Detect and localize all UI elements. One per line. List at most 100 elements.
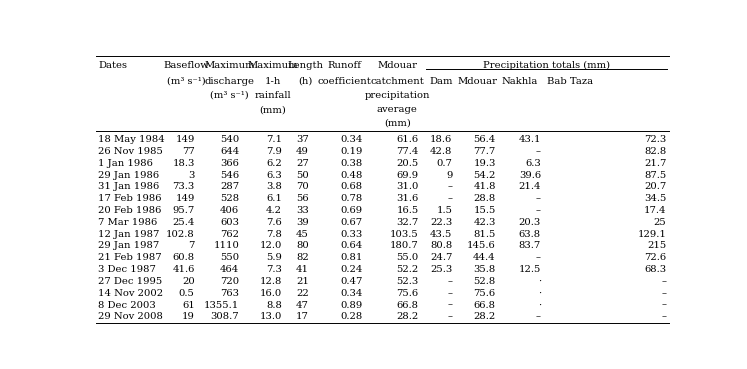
- Text: 81.5: 81.5: [474, 230, 496, 239]
- Text: 39: 39: [296, 218, 309, 227]
- Text: 7.3: 7.3: [266, 265, 282, 274]
- Text: 25: 25: [654, 218, 666, 227]
- Text: 0.34: 0.34: [340, 135, 362, 144]
- Text: 72.3: 72.3: [644, 135, 666, 144]
- Text: 464: 464: [220, 265, 239, 274]
- Text: 42.3: 42.3: [474, 218, 496, 227]
- Text: 762: 762: [220, 230, 239, 239]
- Text: 41: 41: [296, 265, 309, 274]
- Text: 3.8: 3.8: [266, 182, 282, 192]
- Text: Precipitation totals (mm): Precipitation totals (mm): [483, 61, 610, 70]
- Text: 27: 27: [296, 159, 309, 168]
- Text: Nakhla: Nakhla: [501, 77, 538, 86]
- Text: –: –: [536, 253, 541, 262]
- Text: 45: 45: [296, 230, 309, 239]
- Text: –: –: [447, 277, 453, 286]
- Text: –: –: [662, 277, 666, 286]
- Text: 49: 49: [296, 147, 309, 156]
- Text: (mm): (mm): [259, 105, 286, 114]
- Text: 52.3: 52.3: [397, 277, 419, 286]
- Text: 20.5: 20.5: [397, 159, 419, 168]
- Text: (m³ s⁻¹): (m³ s⁻¹): [167, 77, 205, 86]
- Text: 0.78: 0.78: [341, 194, 362, 203]
- Text: 20.7: 20.7: [644, 182, 666, 192]
- Text: 28.2: 28.2: [474, 312, 496, 321]
- Text: Dates: Dates: [98, 61, 127, 70]
- Text: 0.38: 0.38: [341, 159, 362, 168]
- Text: 55.0: 55.0: [397, 253, 419, 262]
- Text: 95.7: 95.7: [173, 206, 195, 215]
- Text: –: –: [536, 206, 541, 215]
- Text: 41.6: 41.6: [173, 265, 195, 274]
- Text: Baseflow: Baseflow: [163, 61, 209, 70]
- Text: 0.7: 0.7: [436, 159, 453, 168]
- Text: 43.5: 43.5: [430, 230, 453, 239]
- Text: 12.0: 12.0: [260, 241, 282, 251]
- Text: 720: 720: [220, 277, 239, 286]
- Text: discharge: discharge: [205, 77, 255, 86]
- Text: Length: Length: [288, 61, 323, 70]
- Text: 82: 82: [296, 253, 309, 262]
- Text: 27 Dec 1995: 27 Dec 1995: [98, 277, 162, 286]
- Text: –: –: [662, 300, 666, 310]
- Text: 129.1: 129.1: [638, 230, 666, 239]
- Text: –: –: [536, 194, 541, 203]
- Text: 87.5: 87.5: [644, 170, 666, 180]
- Text: 1355.1: 1355.1: [204, 300, 239, 310]
- Text: 103.5: 103.5: [390, 230, 419, 239]
- Text: 0.89: 0.89: [341, 300, 362, 310]
- Text: 33: 33: [296, 206, 309, 215]
- Text: –: –: [447, 289, 453, 298]
- Text: 32.7: 32.7: [397, 218, 419, 227]
- Text: 25.3: 25.3: [430, 265, 453, 274]
- Text: average: average: [377, 105, 418, 114]
- Text: 54.2: 54.2: [474, 170, 496, 180]
- Text: Maximum: Maximum: [247, 61, 298, 70]
- Text: 44.4: 44.4: [473, 253, 496, 262]
- Text: 63.8: 63.8: [518, 230, 541, 239]
- Text: 0.64: 0.64: [341, 241, 362, 251]
- Text: 20 Feb 1986: 20 Feb 1986: [98, 206, 161, 215]
- Text: 41.8: 41.8: [474, 182, 496, 192]
- Text: precipitation: precipitation: [365, 91, 430, 100]
- Text: 52.8: 52.8: [474, 277, 496, 286]
- Text: 12.8: 12.8: [260, 277, 282, 286]
- Text: 9: 9: [446, 170, 453, 180]
- Text: 528: 528: [220, 194, 239, 203]
- Text: 80: 80: [296, 241, 309, 251]
- Text: 102.8: 102.8: [166, 230, 195, 239]
- Text: 7.6: 7.6: [267, 218, 282, 227]
- Text: 37: 37: [296, 135, 309, 144]
- Text: 21 Feb 1987: 21 Feb 1987: [98, 253, 161, 262]
- Text: 68.3: 68.3: [645, 265, 666, 274]
- Text: 6.3: 6.3: [525, 159, 541, 168]
- Text: 6.2: 6.2: [267, 159, 282, 168]
- Text: 1.5: 1.5: [436, 206, 453, 215]
- Text: 15.5: 15.5: [474, 206, 496, 215]
- Text: 1110: 1110: [214, 241, 239, 251]
- Text: 18.6: 18.6: [430, 135, 453, 144]
- Text: Bab Taza: Bab Taza: [547, 77, 593, 86]
- Text: 149: 149: [176, 135, 195, 144]
- Text: 16.0: 16.0: [260, 289, 282, 298]
- Text: 25.4: 25.4: [173, 218, 195, 227]
- Text: 8 Dec 2003: 8 Dec 2003: [98, 300, 156, 310]
- Text: 66.8: 66.8: [474, 300, 496, 310]
- Text: 3: 3: [188, 170, 195, 180]
- Text: 540: 540: [220, 135, 239, 144]
- Text: 72.6: 72.6: [645, 253, 666, 262]
- Text: 80.8: 80.8: [430, 241, 453, 251]
- Text: 69.9: 69.9: [397, 170, 419, 180]
- Text: Runoff: Runoff: [327, 61, 361, 70]
- Text: 60.8: 60.8: [173, 253, 195, 262]
- Text: (h): (h): [298, 77, 312, 86]
- Text: 366: 366: [220, 159, 239, 168]
- Text: 16.5: 16.5: [397, 206, 419, 215]
- Text: Mdouar: Mdouar: [377, 61, 418, 70]
- Text: 406: 406: [220, 206, 239, 215]
- Text: 6.1: 6.1: [266, 194, 282, 203]
- Text: 145.6: 145.6: [467, 241, 496, 251]
- Text: ·: ·: [538, 289, 541, 298]
- Text: 17 Feb 1986: 17 Feb 1986: [98, 194, 161, 203]
- Text: 21: 21: [296, 277, 309, 286]
